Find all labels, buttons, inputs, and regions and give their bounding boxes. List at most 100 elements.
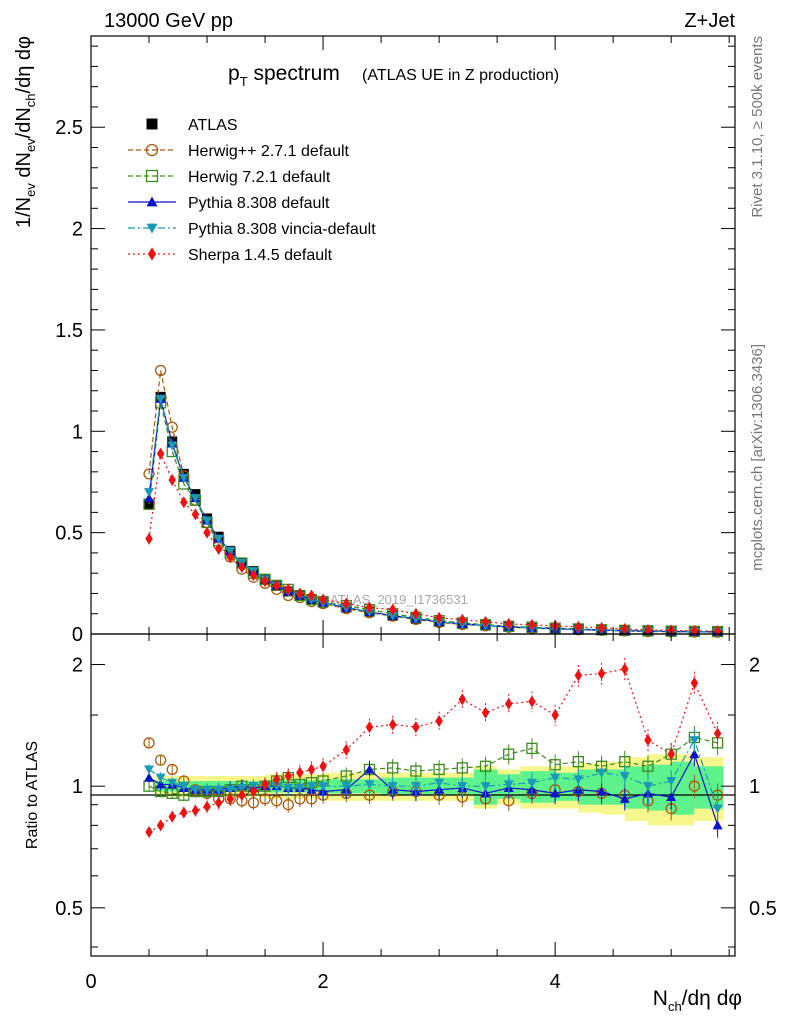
- data-point-sherpa: [319, 760, 327, 773]
- mcplots-label: mcplots.cern.ch [arXiv:1306.3436]: [749, 344, 766, 571]
- data-point-sherpa: [690, 677, 699, 690]
- data-point-vincia: [619, 771, 630, 781]
- y-tick-label: 2.5: [55, 117, 83, 139]
- uncertainty-band-inner: [520, 771, 556, 803]
- data-point-sherpa: [574, 620, 583, 633]
- legend-entry-herwigpp: Herwig++ 2.7.1 default: [128, 143, 350, 160]
- data-point-sherpa: [528, 618, 536, 631]
- legend-entry-pythia: Pythia 8.308 default: [128, 195, 330, 212]
- data-point-sherpa: [319, 593, 327, 606]
- data-point-sherpa: [388, 718, 397, 731]
- series-sherpa: [145, 447, 722, 638]
- data-point-sherpa: [296, 766, 304, 779]
- data-point-sherpa: [342, 597, 351, 610]
- data-point-vincia: [213, 534, 224, 544]
- data-point-vincia: [213, 785, 224, 795]
- ratio-y-tick-label: 1: [72, 776, 83, 798]
- data-point-pythia: [666, 792, 677, 802]
- data-point-herwig7: [479, 760, 492, 772]
- data-point-vincia: [387, 611, 398, 621]
- data-point-sherpa: [145, 532, 153, 545]
- data-point-sherpa: [551, 709, 559, 722]
- data-point-sherpa: [667, 748, 675, 761]
- ratio-ticks: 0.5 0.5 1 1 2 2 0 2 4: [55, 634, 777, 993]
- legend-marker-pythia: [146, 196, 158, 207]
- y-tick-label: 0.5: [55, 523, 83, 545]
- data-point-sherpa: [145, 826, 153, 839]
- series-sherpa: [145, 658, 722, 839]
- data-point-herwigpp: [282, 799, 294, 811]
- data-point-sherpa: [249, 785, 258, 798]
- data-point-sherpa: [713, 727, 722, 740]
- uncertainty-band-inner: [647, 764, 672, 811]
- data-point-pythia: [144, 493, 155, 503]
- legend-entry-herwig7: Herwig 7.2.1 default: [128, 169, 331, 186]
- data-point-vincia: [573, 775, 584, 785]
- data-point-sherpa: [191, 804, 200, 817]
- uncertainty-band-inner: [601, 769, 625, 805]
- data-point-herwig7: [526, 742, 538, 755]
- ratio-y-tick-label: 0.5: [55, 898, 83, 920]
- data-point-vincia: [225, 785, 236, 795]
- series-line-vincia: [148, 738, 719, 809]
- data-point-herwig7: [456, 762, 468, 774]
- data-point-pythia: [619, 793, 630, 803]
- data-point-vincia: [167, 778, 178, 788]
- data-point-sherpa: [597, 667, 606, 680]
- data-point-sherpa: [249, 569, 258, 582]
- legend: ATLAS Herwig++ 2.7.1 default Herwig 7.2.1 …: [128, 117, 376, 264]
- data-point-sherpa: [574, 669, 583, 682]
- data-point-sherpa: [168, 810, 176, 823]
- x-tick-label: 4: [550, 971, 561, 993]
- data-point-pythia: [364, 764, 375, 774]
- data-point-vincia: [294, 783, 305, 793]
- data-point-vincia: [202, 516, 213, 526]
- data-point-vincia: [155, 773, 166, 783]
- ratio-y-tick-label-right: 2: [749, 655, 760, 677]
- legend-label: ATLAS: [188, 117, 238, 134]
- data-point-vincia: [178, 782, 189, 792]
- ratio-y-tick-label: 2: [72, 655, 83, 677]
- data-point-sherpa: [388, 603, 397, 616]
- data-point-pythia: [712, 820, 723, 830]
- legend-marker-vincia: [146, 223, 158, 234]
- data-point-sherpa: [238, 561, 246, 574]
- ratio-y-label: Ratio to ATLAS: [24, 741, 41, 849]
- chart-subtitle: (ATLAS UE in Z production): [362, 67, 559, 84]
- data-point-sherpa: [458, 613, 467, 626]
- data-point-pythia: [550, 788, 561, 798]
- data-point-vincia: [666, 776, 677, 786]
- data-point-vincia: [167, 441, 178, 451]
- legend-label: Herwig 7.2.1 default: [188, 169, 331, 186]
- main-y-label: 1/Nev dNev/dNch/dη dφ: [13, 36, 38, 228]
- data-point-sherpa: [272, 579, 281, 592]
- uncertainty-band-inner: [555, 772, 579, 801]
- data-point-vincia: [364, 780, 375, 790]
- legend-marker-herwig7: [145, 169, 159, 183]
- uncertainty-band-inner: [207, 780, 266, 792]
- data-point-vincia: [712, 804, 723, 814]
- legend-marker-sherpa: [147, 247, 157, 261]
- uncertainty-band-inner: [671, 761, 695, 815]
- data-point-sherpa: [226, 550, 234, 563]
- data-point-vincia: [155, 394, 166, 404]
- data-point-vincia: [550, 773, 561, 783]
- legend-marker-herwigpp: [145, 143, 159, 157]
- data-point-sherpa: [261, 778, 269, 791]
- data-point-vincia: [190, 494, 201, 504]
- data-point-sherpa: [644, 623, 652, 636]
- data-point-herwig7: [503, 748, 515, 760]
- data-point-herwigpp: [143, 737, 155, 749]
- legend-label: Herwig++ 2.7.1 default: [188, 143, 350, 160]
- main-ticks: 0 0.5 1 1.5 2 2.5: [55, 36, 735, 646]
- main-series-layer: [143, 364, 724, 638]
- legend-label: Pythia 8.308 vincia-default: [188, 221, 376, 238]
- data-point-sherpa: [412, 607, 420, 620]
- data-point-sherpa: [284, 769, 293, 782]
- data-point-sherpa: [412, 721, 420, 734]
- data-point-sherpa: [296, 587, 304, 600]
- data-point-vincia: [341, 782, 352, 792]
- data-point-sherpa: [365, 721, 374, 734]
- data-point-vincia: [144, 488, 155, 498]
- data-point-sherpa: [180, 496, 188, 509]
